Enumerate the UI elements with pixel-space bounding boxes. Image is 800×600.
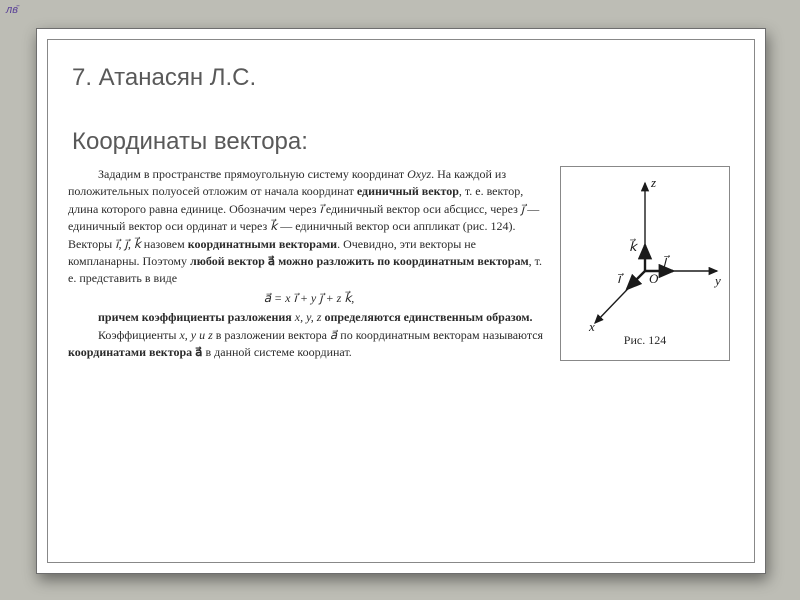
- content-row: Зададим в пространстве прямоугольную сис…: [48, 162, 754, 361]
- slide-outer: 7. Атанасян Л.С. Координаты вектора: Зад…: [36, 28, 766, 574]
- axis-x-label: x: [588, 319, 595, 333]
- axis-y-label: y: [713, 273, 721, 288]
- text: в разложении вектора: [213, 328, 330, 342]
- text: в данной системе координат.: [202, 345, 351, 359]
- vec-i-label: i⃗: [617, 271, 624, 286]
- coord-axes-svg: z y x k⃗ j⃗ i⃗ O: [567, 173, 723, 333]
- text: по координатным векторам называются: [337, 328, 543, 342]
- page-corner-label: лв̄: [6, 4, 18, 16]
- slide-inner: 7. Атанасян Л.С. Координаты вектора: Зад…: [47, 39, 755, 563]
- formula: a⃗ = x i⃗ + y j⃗ + z k⃗,: [68, 290, 550, 307]
- bold-moreover: причем коэффициенты разложения: [98, 310, 295, 324]
- body-text: Зададим в пространстве прямоугольную сис…: [68, 166, 550, 361]
- bold-unit-vector: единичный вектор: [357, 184, 459, 198]
- bold-coord-vectors: координатными векторами: [188, 237, 337, 251]
- text: Коэффициенты: [98, 328, 179, 342]
- text: Зададим в пространстве прямоугольную сис…: [98, 167, 407, 181]
- figure-caption: Рис. 124: [567, 333, 723, 348]
- text: единичный вектор оси абсцисс, через: [323, 202, 521, 216]
- axis-z-label: z: [650, 175, 656, 190]
- bold-any-vector: любой вектор a⃗ можно разложить по коорд…: [190, 254, 529, 268]
- var-xyz: x, y, z: [295, 310, 322, 324]
- vec-j-label: j⃗: [662, 253, 670, 268]
- origin-label: O: [649, 271, 659, 286]
- text: назовем: [141, 237, 188, 251]
- var-oxyz: Oxyz: [407, 167, 431, 181]
- slide-subheading: Координаты вектора:: [48, 98, 754, 162]
- vec-k-label: k⃗: [629, 239, 639, 254]
- bold-unique: определяются единственным образом.: [321, 310, 532, 324]
- bold-result: координатами вектора a⃗: [68, 345, 202, 359]
- slide-heading: 7. Атанасян Л.С.: [48, 40, 754, 98]
- var-ijk: i⃗, j⃗, k⃗: [115, 237, 141, 251]
- figure-block: z y x k⃗ j⃗ i⃗ O Рис. 124: [560, 166, 730, 361]
- var-xyz2: x, y и z: [179, 328, 212, 342]
